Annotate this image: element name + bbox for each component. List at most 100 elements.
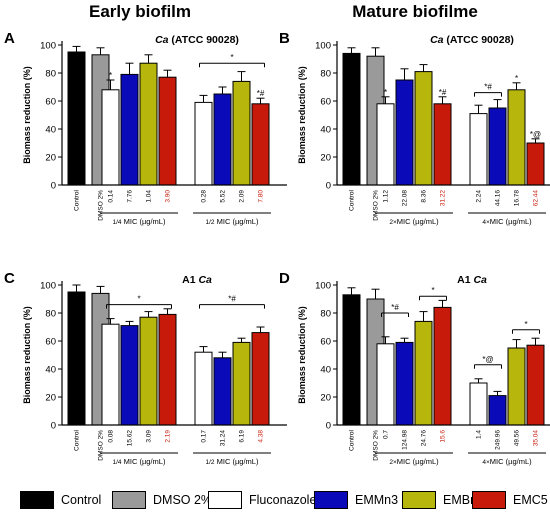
x-tick-label: 35.04 xyxy=(533,430,540,447)
bar-fluconazole xyxy=(101,89,120,186)
bracket-label: *# xyxy=(484,83,492,92)
bar-embr4 xyxy=(414,320,433,426)
bar-fluconazole xyxy=(376,343,395,426)
legend-label-embr4: EMBr4 xyxy=(443,493,482,507)
legend-swatch-emmn3 xyxy=(314,491,348,509)
bar-fluconazole xyxy=(469,382,488,426)
bar-embr4 xyxy=(139,62,158,186)
group-label-fraction: 4× xyxy=(482,219,490,226)
x-tick-label: 4.38 xyxy=(258,430,265,443)
x-tick-label: 6.19 xyxy=(239,430,246,443)
y-tick-label: 60 xyxy=(320,97,331,108)
bar-emmn3 xyxy=(488,107,507,186)
bar-emmn3 xyxy=(120,325,139,426)
panel-title: A1 Ca xyxy=(182,274,212,286)
bar-emmn3 xyxy=(213,93,232,186)
y-tick-label: 0 xyxy=(51,421,56,432)
bar-emc5 xyxy=(526,142,545,186)
group-label: 4×MIC (µg/mL) xyxy=(482,217,532,226)
x-tick-label: DMSO 2% xyxy=(373,430,380,461)
x-tick-label: 5.52 xyxy=(220,190,227,203)
x-tick-label: 24.76 xyxy=(421,430,428,447)
x-tick-label: DMSO 2% xyxy=(98,430,105,461)
x-tick-label: 44.16 xyxy=(495,190,502,207)
significance-mark: *@ xyxy=(530,130,541,139)
bar-control xyxy=(342,52,361,186)
bar-emc5 xyxy=(158,313,177,426)
x-tick-label: 3.90 xyxy=(165,190,172,203)
significance-mark: * xyxy=(384,88,387,97)
x-tick-label: 31.24 xyxy=(220,430,227,447)
legend-swatch-control xyxy=(20,491,54,509)
legend-item-fluconazole: Fluconazole xyxy=(208,489,316,511)
bracket-label: *# xyxy=(228,295,236,304)
x-tick-label: 49.56 xyxy=(514,430,521,447)
y-tick-label: 40 xyxy=(320,365,331,376)
x-tick-label: 0.08 xyxy=(108,430,115,443)
legend-swatch-embr4 xyxy=(402,491,436,509)
x-tick-label: 1.04 xyxy=(146,190,153,203)
x-tick-label: 2.19 xyxy=(165,430,172,443)
x-tick-label: 7.76 xyxy=(127,190,134,203)
panel-letter-B: B xyxy=(279,30,290,47)
legend-label-fluconazole: Fluconazole xyxy=(249,493,317,507)
title-strain: (ATCC 90028) xyxy=(169,34,239,46)
legend-item-emmn3: EMMn3 xyxy=(314,489,398,511)
bar-fluconazole xyxy=(101,323,120,426)
bracket-label: *# xyxy=(391,303,399,312)
x-tick-label: 31.22 xyxy=(440,190,447,207)
y-tick-label: 100 xyxy=(315,41,331,52)
legend-label-dmso: DMSO 2% xyxy=(153,493,213,507)
x-tick-label: 1.4 xyxy=(476,430,483,439)
bar-emmn3 xyxy=(395,341,414,426)
x-tick-label: 7.80 xyxy=(258,190,265,203)
bracket-label: * xyxy=(137,295,140,304)
x-tick-label: 15.6 xyxy=(440,430,447,443)
bar-fluconazole xyxy=(376,103,395,186)
x-tick-label: Control xyxy=(349,189,356,211)
y-tick-label: 0 xyxy=(326,181,331,192)
bracket-label: * xyxy=(431,286,434,295)
x-tick-label: 2.09 xyxy=(239,190,246,203)
charts-svg: A Ca (ATCC 90028) 0 20 40 60 80 100 Biomass redu… xyxy=(4,30,550,466)
y-tick-label: 80 xyxy=(320,69,331,80)
bar-control xyxy=(342,294,361,426)
group-label-fraction: 1/2 xyxy=(206,219,215,226)
title-species: Ca xyxy=(198,274,212,286)
legend-swatch-fluconazole xyxy=(208,491,242,509)
x-tick-label: 22.08 xyxy=(402,190,409,207)
x-tick-label: 3.09 xyxy=(146,430,153,443)
title-prefix: A1 xyxy=(457,274,473,286)
legend: Control DMSO 2% Fluconazole EMMn3 EMBr4 … xyxy=(10,489,550,513)
bar-fluconazole xyxy=(194,351,213,426)
x-tick-label: 0.7 xyxy=(383,430,390,439)
legend-item-embr4: EMBr4 xyxy=(402,489,481,511)
x-tick-label: 15.62 xyxy=(127,430,134,447)
y-axis-label: Biomass reduction (%) xyxy=(297,66,307,164)
panel-letter-C: C xyxy=(4,270,15,287)
legend-label-emc5: EMC5 xyxy=(513,493,548,507)
x-tick-label: DMSO 2% xyxy=(98,190,105,221)
y-tick-label: 0 xyxy=(326,421,331,432)
group-label: 4×MIC (µg/mL) xyxy=(482,457,532,466)
panel-letter-D: D xyxy=(279,270,290,287)
x-tick-label: Control xyxy=(349,429,356,451)
y-tick-label: 60 xyxy=(45,97,56,108)
y-tick-label: 100 xyxy=(315,281,331,292)
y-tick-label: 40 xyxy=(45,365,56,376)
x-tick-label: 8.36 xyxy=(421,190,428,203)
group-label-unit: MIC (µg/mL) xyxy=(490,457,532,466)
x-tick-label: 0.17 xyxy=(201,430,208,443)
group-label-fraction: 4× xyxy=(482,459,490,466)
y-tick-label: 80 xyxy=(45,69,56,80)
x-tick-label: DMSO 2% xyxy=(373,190,380,221)
x-tick-label: 62.44 xyxy=(533,190,540,207)
x-tick-label: 0.14 xyxy=(108,190,115,203)
group-label: 1/4 MIC (µg/mL) xyxy=(113,457,166,466)
bar-emmn3 xyxy=(120,73,139,186)
y-axis-label: Biomass reduction (%) xyxy=(22,66,32,164)
bar-emc5 xyxy=(433,306,452,426)
bar-fluconazole xyxy=(194,101,213,186)
group-label-unit: MIC (µg/mL) xyxy=(397,457,439,466)
y-axis-label: Biomass reduction (%) xyxy=(22,306,32,404)
